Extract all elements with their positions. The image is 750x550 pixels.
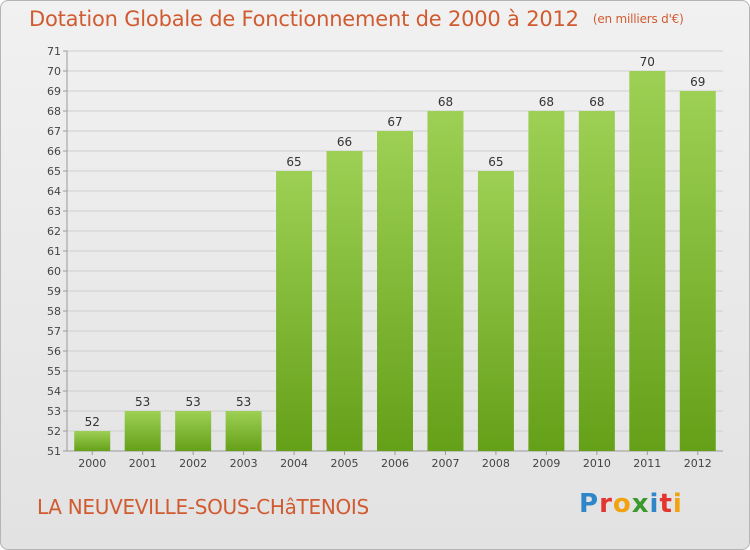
y-axis-ticks: 51 52 53 54 55 56 57 58 59 60 61 62 63 64 65 66 67 68 69 70…	[47, 45, 67, 458]
bar-value-label: 68	[539, 95, 554, 109]
y-tick-label: 57	[47, 325, 61, 338]
x-tick-label: 2012	[684, 457, 712, 470]
bars	[74, 71, 716, 451]
bar-value-label: 65	[488, 155, 503, 169]
y-tick-label: 52	[47, 425, 61, 438]
bar-value-label: 70	[640, 55, 655, 69]
bar-value-label: 66	[337, 135, 352, 149]
bar	[679, 91, 716, 451]
y-tick-label: 69	[47, 85, 61, 98]
bar-value-label: 53	[236, 395, 251, 409]
bar-value-label: 53	[135, 395, 150, 409]
y-tick-label: 56	[47, 345, 61, 358]
bar-value-label: 52	[85, 415, 100, 429]
bar	[477, 171, 514, 451]
bar	[528, 111, 565, 451]
y-tick-label: 55	[47, 365, 61, 378]
bar	[578, 111, 615, 451]
bar	[629, 71, 666, 451]
bar	[225, 411, 262, 451]
bar	[377, 131, 413, 451]
y-tick-label: 54	[47, 385, 61, 398]
x-tick-label: 2000	[78, 457, 106, 470]
bar-value-label: 65	[286, 155, 301, 169]
logo-letter: r	[599, 489, 613, 519]
bar	[74, 431, 111, 451]
bar-value-label: 53	[186, 395, 201, 409]
bar	[276, 171, 313, 451]
x-tick-label: 2006	[381, 457, 409, 470]
bar	[124, 411, 161, 451]
logo-letter: t	[659, 489, 673, 519]
bar-value-label: 68	[438, 95, 453, 109]
logo-letter: i	[672, 489, 683, 519]
x-axis-ticks: 2000 2001 2002 2003 2004 2005 2006 2007 2008 2009…	[78, 451, 712, 470]
y-tick-label: 68	[47, 105, 61, 118]
bar	[427, 111, 464, 451]
chart-title: Dotation Globale de Fonctionnement de 20…	[29, 7, 684, 31]
logo-letter: o	[612, 489, 632, 519]
x-tick-label: 2005	[331, 457, 359, 470]
x-tick-label: 2003	[230, 457, 258, 470]
y-tick-label: 71	[47, 45, 61, 58]
logo-letter: i	[649, 489, 660, 519]
y-tick-label: 66	[47, 145, 61, 158]
y-tick-label: 67	[47, 125, 61, 138]
x-tick-label: 2009	[532, 457, 560, 470]
bar-value-label: 69	[690, 75, 705, 89]
bar	[326, 151, 363, 451]
x-tick-label: 2002	[179, 457, 207, 470]
proxiti-logo[interactable]: Proxiti	[579, 489, 683, 519]
y-tick-label: 70	[47, 65, 61, 78]
bar-value-label: 67	[387, 115, 402, 129]
x-tick-label: 2010	[583, 457, 611, 470]
y-tick-label: 64	[47, 185, 61, 198]
logo-letter: x	[631, 489, 650, 519]
x-tick-label: 2007	[431, 457, 459, 470]
y-tick-label: 58	[47, 305, 61, 318]
logo-letter: P	[579, 489, 600, 519]
y-tick-label: 65	[47, 165, 61, 178]
chart-title-text: Dotation Globale de Fonctionnement de 20…	[29, 7, 579, 31]
y-tick-label: 60	[47, 265, 61, 278]
y-tick-label: 53	[47, 405, 61, 418]
x-tick-label: 2011	[633, 457, 661, 470]
y-tick-label: 62	[47, 225, 61, 238]
y-tick-label: 59	[47, 285, 61, 298]
bar	[175, 411, 212, 451]
y-tick-label: 51	[47, 445, 61, 458]
x-tick-label: 2004	[280, 457, 308, 470]
bar-value-label: 68	[589, 95, 604, 109]
y-tick-label: 61	[47, 245, 61, 258]
commune-name: LA NEUVEVILLE-SOUS-CHâTENOIS	[37, 495, 369, 519]
y-tick-label: 63	[47, 205, 61, 218]
x-tick-label: 2008	[482, 457, 510, 470]
x-tick-label: 2001	[129, 457, 157, 470]
chart-subtitle: (en milliers d'€)	[592, 12, 684, 26]
data-labels: 52 53 53 53 65 66 67 68 65 68 68 70 69	[85, 55, 706, 429]
